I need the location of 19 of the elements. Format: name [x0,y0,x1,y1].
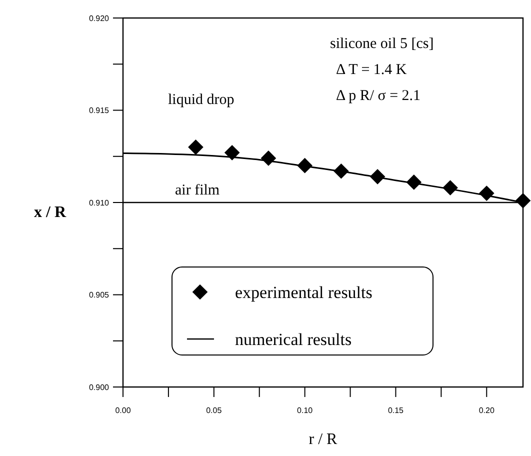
legend-label: experimental results [235,282,372,302]
x-tick-label: 0.10 [297,406,314,415]
y-tick-label: 0.920 [88,14,110,23]
x-axis-title: r / R [308,431,338,448]
legend-label: numerical results [235,330,352,349]
y-tick-label: 0.910 [88,198,110,208]
x-tick-label: 0.15 [388,406,404,415]
annotation: Δ T = 1.4 K [336,62,407,78]
ref-line-label: air film [175,182,220,198]
annotation: liquid drop [168,92,234,108]
x-tick-label: 0.05 [206,406,222,415]
x-tick-label: 0.20 [478,406,495,415]
y-tick-label: 0.900 [88,382,110,392]
annotation: Δ p R/ σ = 2.1 [336,88,421,104]
annotation: silicone oil 5 [cs] [330,36,434,52]
x-tick-label: 0.00 [115,406,132,415]
y-axis-title: x / R [34,204,66,221]
y-tick-label: 0.915 [88,106,110,116]
y-tick-label: 0.905 [88,290,110,300]
